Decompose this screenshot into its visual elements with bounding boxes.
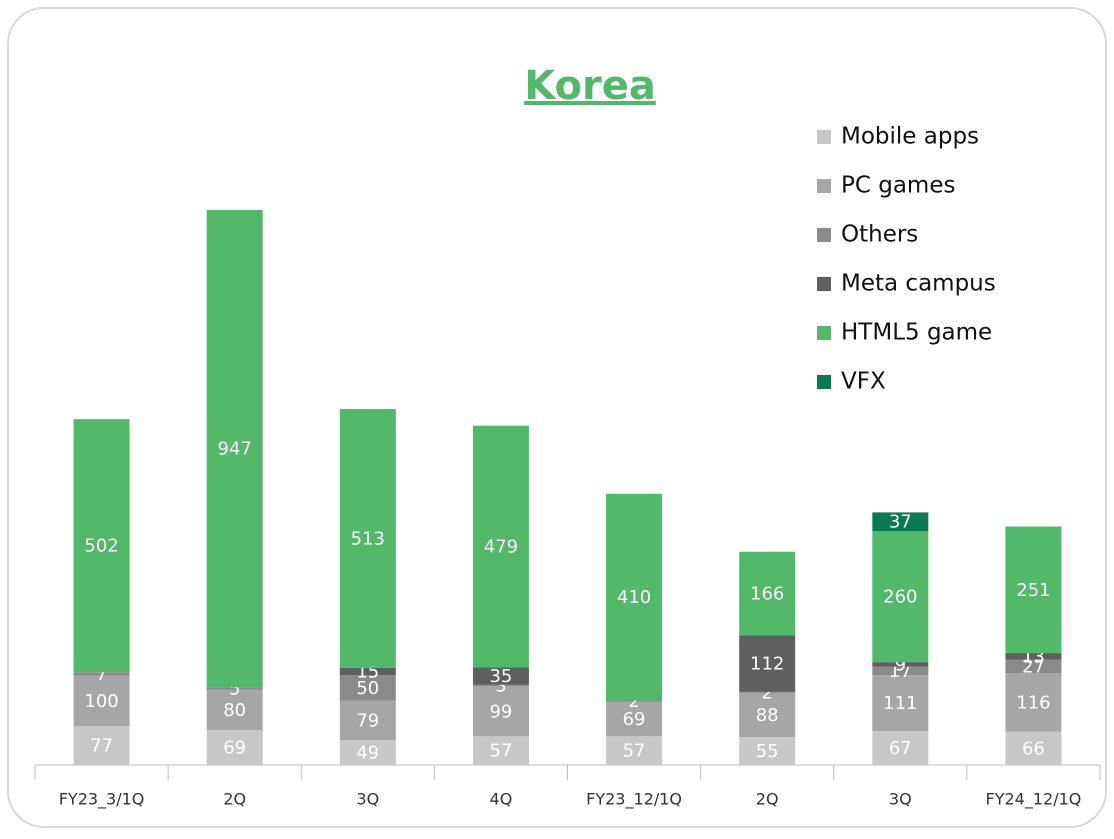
bar-segment [606, 493, 663, 701]
bar-segment [339, 740, 396, 765]
x-tick-label: 3Q [889, 790, 912, 809]
data-label: 166 [750, 584, 784, 605]
data-label: 79 [356, 710, 379, 731]
bar-segment [739, 635, 796, 692]
data-label: 513 [351, 528, 385, 549]
bar-segment [339, 675, 396, 701]
data-label: 502 [84, 536, 118, 557]
bar-segment [1005, 526, 1062, 654]
data-label: 2 [628, 691, 639, 712]
bar-segment [606, 700, 663, 702]
legend-label: PC games [841, 173, 955, 199]
x-tick-label: FY23_3/1Q [59, 790, 145, 810]
bar-segment [339, 700, 396, 741]
bar-segment [739, 691, 796, 693]
bar-segment [739, 692, 796, 738]
legend-label: Mobile apps [841, 124, 979, 150]
x-tick-label: FY23_12/1Q [586, 790, 682, 810]
bar-segment [872, 512, 929, 532]
data-label: 100 [84, 691, 118, 712]
data-label: 80 [223, 700, 246, 721]
data-label: 57 [623, 741, 646, 762]
bar-segment [472, 667, 529, 685]
legend-label: HTML5 game [841, 320, 992, 346]
data-label: 260 [883, 587, 917, 608]
data-label: 112 [750, 654, 784, 675]
bar-segment [206, 209, 263, 688]
x-tick-label: 2Q [756, 790, 779, 809]
bar-segment [206, 687, 263, 690]
card [7, 7, 1107, 828]
bar-segment [872, 531, 929, 663]
bar-segment [73, 726, 130, 765]
data-label: 35 [489, 666, 512, 687]
bar-segment [472, 736, 529, 765]
legend-swatch [817, 228, 831, 242]
data-label: 251 [1016, 580, 1050, 601]
data-label: 9 [895, 654, 906, 675]
data-label: 50 [356, 678, 379, 699]
bar-segment [339, 667, 396, 676]
chart-title: Korea [524, 63, 656, 109]
data-label: 69 [223, 738, 246, 759]
legend-label: Meta campus [841, 271, 996, 297]
x-tick-label: 4Q [490, 790, 513, 809]
data-label: 116 [1016, 692, 1050, 713]
data-label: 99 [489, 701, 512, 722]
bar-segment [472, 684, 529, 687]
data-label: 67 [889, 738, 912, 759]
bar-segment [872, 731, 929, 765]
legend-swatch [817, 130, 831, 144]
bar-segment [339, 409, 396, 668]
data-label: 37 [889, 512, 912, 533]
legend-label: Others [841, 222, 918, 248]
bar-segment [872, 662, 929, 667]
data-label: 55 [756, 741, 779, 762]
data-label: 49 [356, 743, 379, 764]
data-label: 57 [489, 741, 512, 762]
bar-segment [606, 701, 663, 737]
bar-segment [73, 672, 130, 676]
bar-segment [1005, 659, 1062, 674]
data-label: 27 [1022, 656, 1045, 677]
data-label: 5 [229, 679, 240, 700]
data-label: 410 [617, 587, 651, 608]
bar-segment [872, 666, 929, 676]
data-label: 947 [218, 439, 252, 460]
bar-segment [472, 425, 529, 668]
x-tick-label: 3Q [356, 790, 379, 809]
bar-segment [606, 736, 663, 765]
bar-segment [739, 737, 796, 765]
data-label: 69 [623, 709, 646, 730]
data-label: 88 [756, 705, 779, 726]
legend-label: VFX [841, 369, 886, 395]
bar-segment [206, 730, 263, 765]
bar-segment [1005, 673, 1062, 732]
bar-segment [472, 686, 529, 737]
data-label: 111 [883, 693, 917, 714]
legend-swatch [817, 326, 831, 340]
bar-segment [1005, 731, 1062, 765]
legend-swatch [817, 277, 831, 291]
data-label: 7 [96, 664, 107, 685]
bar-segment [872, 675, 929, 732]
legend-swatch [817, 179, 831, 193]
legend-swatch [817, 375, 831, 389]
bar-segment [73, 419, 130, 673]
bar-segment [206, 689, 263, 731]
data-label: 479 [484, 536, 518, 557]
bar-segment [73, 675, 130, 727]
data-label: 77 [90, 736, 113, 757]
data-label: 66 [1022, 738, 1045, 759]
x-tick-label: 2Q [223, 790, 246, 809]
bar-segment [1005, 653, 1062, 660]
data-label: 3 [495, 676, 506, 697]
x-tick-label: FY24_12/1Q [986, 790, 1082, 810]
bar-segment [739, 551, 796, 636]
data-label: 2 [761, 682, 772, 703]
